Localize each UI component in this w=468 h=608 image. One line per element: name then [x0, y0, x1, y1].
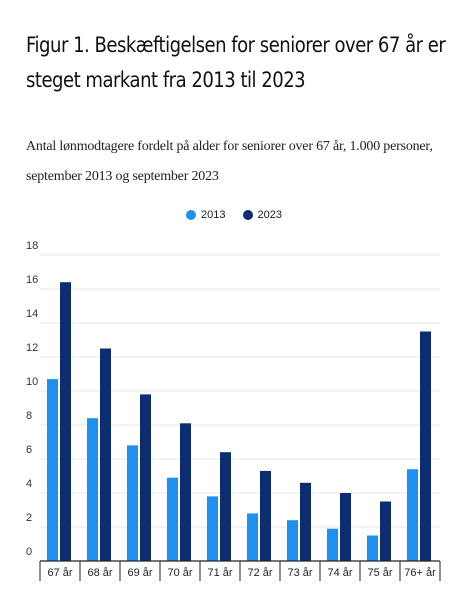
- x-tick-label: 75 år: [367, 567, 392, 579]
- y-tick-label: 0: [26, 546, 32, 558]
- y-tick-label: 14: [26, 308, 38, 320]
- y-tick-label: 8: [26, 410, 32, 422]
- x-tick-label: 71 år: [207, 567, 232, 579]
- bar-2023-75r: [380, 501, 391, 561]
- y-tick-label: 12: [26, 342, 38, 354]
- bar-2023-70r: [180, 423, 191, 561]
- bar-2013-72r: [247, 513, 258, 561]
- bar-2013-68r: [87, 418, 98, 561]
- bar-2023-67r: [60, 282, 71, 561]
- x-tick-label: 69 år: [127, 567, 152, 579]
- bar-2013-67r: [47, 379, 58, 561]
- y-tick-label: 10: [26, 376, 38, 388]
- y-tick-label: 6: [26, 444, 32, 456]
- x-tick-label: 74 år: [327, 567, 352, 579]
- bar-2013-73r: [287, 520, 298, 561]
- bar-2023-73r: [300, 482, 311, 561]
- legend-item-2023: 2023: [242, 209, 283, 221]
- bar-2023-74r: [340, 493, 351, 561]
- bar-2023-71r: [220, 452, 231, 561]
- y-tick-label: 4: [26, 478, 32, 490]
- bar-2013-75r: [367, 535, 378, 561]
- x-tick-label: 70 år: [167, 567, 192, 579]
- chart-subtitle: Antal lønmodtagere fordelt på alder for …: [26, 139, 433, 184]
- legend-label-2013: 2013: [200, 209, 226, 221]
- bar-2023-72r: [260, 470, 271, 561]
- y-tick-label: 2: [26, 512, 32, 524]
- bar-2023-68r: [100, 348, 111, 561]
- x-tick-label: 76+ år: [404, 567, 436, 579]
- x-tick-label: 67 år: [47, 567, 72, 579]
- legend-marker-2013: [185, 210, 196, 220]
- bar-2013-70r: [167, 477, 178, 561]
- bar-2013-71r: [207, 496, 218, 561]
- bar-2013-76+r: [407, 469, 418, 561]
- x-tick-label: 68 år: [87, 567, 112, 579]
- y-tick-label: 16: [26, 274, 38, 286]
- chart-legend: 2013 2023: [0, 209, 468, 223]
- bar-2023-69r: [140, 394, 151, 561]
- legend-label-2023: 2023: [257, 209, 283, 221]
- chart-title: Figur 1. Beskæftigelsen for seniorer ove…: [26, 33, 446, 92]
- x-tick-label: 73 år: [287, 567, 312, 579]
- y-tick-label: 18: [26, 240, 38, 252]
- bar-2013-74r: [327, 528, 338, 561]
- legend-marker-2023: [242, 210, 253, 220]
- bar-2013-69r: [127, 445, 138, 561]
- x-tick-label: 72 år: [247, 567, 272, 579]
- legend-item-2013: 2013: [185, 209, 226, 221]
- bar-2023-76+r: [420, 331, 431, 561]
